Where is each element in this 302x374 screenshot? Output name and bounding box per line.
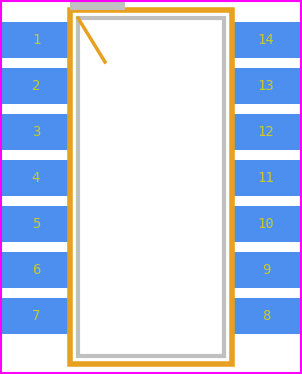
Bar — [2, 114, 70, 150]
Text: 4: 4 — [32, 171, 40, 185]
Bar — [2, 206, 70, 242]
Bar — [232, 298, 300, 334]
Bar — [232, 68, 300, 104]
Text: 5: 5 — [32, 217, 40, 231]
Text: 3: 3 — [32, 125, 40, 139]
Bar — [2, 68, 70, 104]
Bar — [2, 298, 70, 334]
Bar — [232, 206, 300, 242]
Bar — [70, 2, 125, 10]
Bar — [232, 160, 300, 196]
Text: 1: 1 — [32, 33, 40, 47]
Text: 13: 13 — [258, 79, 275, 93]
Text: 7: 7 — [32, 309, 40, 323]
Bar — [232, 252, 300, 288]
Bar — [2, 252, 70, 288]
Bar — [2, 160, 70, 196]
Text: 9: 9 — [262, 263, 270, 277]
Text: 12: 12 — [258, 125, 275, 139]
Text: 14: 14 — [258, 33, 275, 47]
Bar — [78, 18, 224, 356]
Bar — [70, 10, 232, 364]
Text: 2: 2 — [32, 79, 40, 93]
Bar — [2, 22, 70, 58]
Text: 8: 8 — [262, 309, 270, 323]
Text: 10: 10 — [258, 217, 275, 231]
Bar — [232, 114, 300, 150]
Bar — [232, 22, 300, 58]
Text: 6: 6 — [32, 263, 40, 277]
Text: 11: 11 — [258, 171, 275, 185]
